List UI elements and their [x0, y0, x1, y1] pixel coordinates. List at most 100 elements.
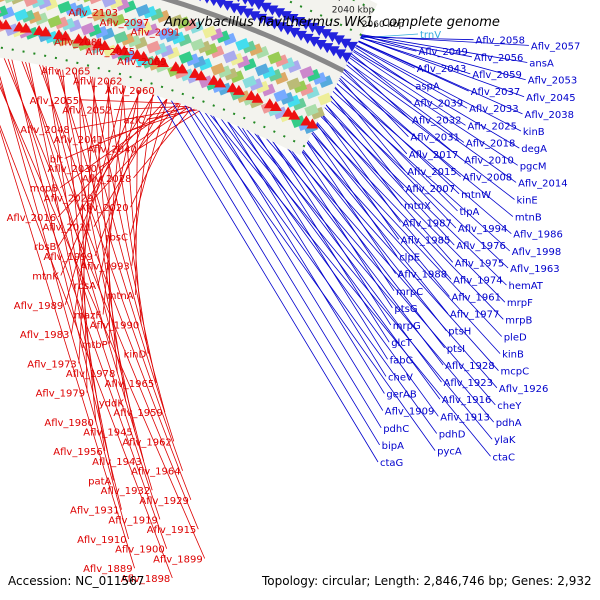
right-gene-label: pgcM — [520, 161, 547, 172]
left-gene-label: Aflv_1989 — [14, 301, 64, 312]
right-gene-label: Aflv_2038 — [525, 110, 575, 121]
right-gene-label: mrpG — [393, 321, 421, 332]
forward-gene-arrow — [261, 16, 274, 27]
left-connector — [102, 53, 149, 354]
left-connector — [71, 46, 127, 403]
right-gene-label: fabG — [390, 355, 414, 366]
right-gene-label: bipA — [382, 441, 404, 452]
left-gene-label: Aflv_2069 — [117, 57, 167, 68]
reverse-gene-arrow — [207, 74, 220, 85]
left-gene-label: Aflv_2081 — [54, 37, 104, 48]
right-gene-label: pdhC — [383, 424, 409, 435]
right-gene-label: cheV — [388, 372, 413, 383]
gene-block — [190, 38, 205, 52]
forward-gene-arrow — [210, 0, 218, 6]
right-gene-labels: trnV Aflv_2058 Aflv_2057 Aflv_2049 Aflv_2056… — [380, 30, 580, 469]
right-gene-label: Aflv_2015 — [407, 167, 457, 178]
right-gene-label: gerAB — [386, 390, 416, 401]
right-gene-label: Aflv_2043 — [417, 64, 467, 75]
left-gene-labels: Aflv_2103Aflv_2097Aflv_2091Aflv_2081Aflv… — [7, 8, 203, 585]
reverse-gene-arrow — [226, 82, 239, 93]
left-gene-label: azlC — [124, 115, 145, 126]
left-gene-label: Aflv_1900 — [115, 545, 165, 556]
right-gene-label: Aflv_2007 — [406, 184, 456, 195]
left-gene-label: Aflv_1899 — [153, 555, 203, 566]
right-gene-label: Aflv_2058 — [476, 36, 526, 47]
left-gene-label: Aflv_1932 — [101, 486, 151, 497]
gene-block — [135, 4, 151, 17]
left-gene-label: Aflv_2062 — [73, 76, 123, 87]
reverse-gene-arrow — [263, 98, 276, 109]
reverse-gene-arrow — [300, 115, 313, 126]
reverse-gene-arrow — [33, 25, 46, 36]
left-gene-label: Aflv_2030 — [47, 164, 97, 175]
left-connector — [65, 44, 166, 413]
left-connector — [129, 74, 174, 237]
left-gene-label: Aflv_1898 — [121, 574, 171, 585]
gene-block — [317, 92, 333, 106]
reverse-gene-arrow — [269, 101, 282, 111]
gene-block — [202, 25, 217, 39]
forward-gene-arrow — [334, 49, 347, 60]
left-gene-label: Aflv_2075 — [85, 47, 135, 58]
left-gene-label: Aflv_1910 — [77, 535, 127, 546]
left-gene-label: yddK — [99, 398, 125, 409]
right-gene-label: Aflv_1963 — [510, 264, 560, 275]
gene-block — [299, 66, 315, 79]
left-gene-label: Aflv_2040 — [87, 145, 137, 156]
left-gene-label: Aflv_2020 — [79, 203, 129, 214]
left-gene-label: Aflv_1983 — [20, 330, 70, 341]
left-connector — [0, 86, 206, 559]
forward-gene-arrow — [241, 8, 254, 19]
right-gene-label: Aflv_2045 — [526, 93, 576, 104]
right-gene-label: Aflv_2008 — [463, 173, 513, 184]
right-gene-label: Aflv_1909 — [385, 407, 435, 418]
forward-gene-arrow — [288, 27, 301, 38]
right-gene-label: Aflv_1926 — [499, 384, 549, 395]
right-gene-label: cheY — [497, 401, 522, 412]
right-gene-label: tlpA — [460, 207, 480, 218]
right-gene-label: clpE — [399, 253, 420, 264]
left-gene-label: Aflv_2048 — [20, 125, 70, 136]
left-gene-label: Aflv_1915 — [147, 525, 197, 536]
left-connector — [119, 58, 142, 325]
right-gene-label: Aflv_2056 — [474, 53, 524, 64]
left-gene-label: Aflv_1929 — [139, 496, 189, 507]
right-gene-label: Aflv_2037 — [471, 87, 521, 98]
right-gene-label: Aflv_1994 — [458, 224, 508, 235]
gene-block — [169, 14, 184, 28]
gene-block — [178, 51, 194, 65]
gene-block — [101, 0, 117, 8]
left-connector — [11, 34, 192, 501]
reverse-gene-arrow — [13, 21, 26, 32]
left-gene-label: rbsA — [74, 281, 97, 292]
left-connector — [0, 81, 168, 549]
reverse-gene-arrow — [111, 43, 124, 54]
gene-block — [254, 63, 270, 77]
reverse-gene-arrow — [52, 29, 65, 40]
gene-block — [113, 31, 129, 44]
right-gene-label: mtnW — [461, 190, 491, 201]
reverse-gene-arrow — [232, 84, 245, 95]
forward-gene-arrow — [228, 3, 241, 14]
left-gene-label: Aflv_1962 — [122, 437, 172, 448]
right-gene-label: mrpF — [507, 298, 533, 309]
right-gene-label: ptsH — [448, 327, 471, 338]
forward-gene-arrow — [321, 43, 334, 54]
left-connector — [71, 56, 115, 335]
gene-block — [210, 62, 226, 76]
left-connector — [29, 37, 183, 471]
right-gene-label: pdhD — [439, 430, 466, 441]
map-title: Anoxybacillus flavithermus WK1, complete… — [163, 15, 500, 30]
reverse-gene-arrow — [188, 67, 201, 78]
right-gene-label: degA — [521, 144, 547, 155]
genome-ring — [0, 0, 378, 156]
gene-block — [273, 89, 288, 103]
forward-gene-arrow — [299, 19, 312, 30]
reverse-gene-arrow — [131, 49, 144, 59]
left-gene-label: Aflv_2029 — [44, 193, 94, 204]
forward-gene-arrow — [313, 26, 326, 36]
right-gene-label: trnV — [420, 30, 441, 41]
forward-gene-arrow — [234, 5, 247, 16]
left-gene-label: mtnA — [107, 291, 134, 302]
